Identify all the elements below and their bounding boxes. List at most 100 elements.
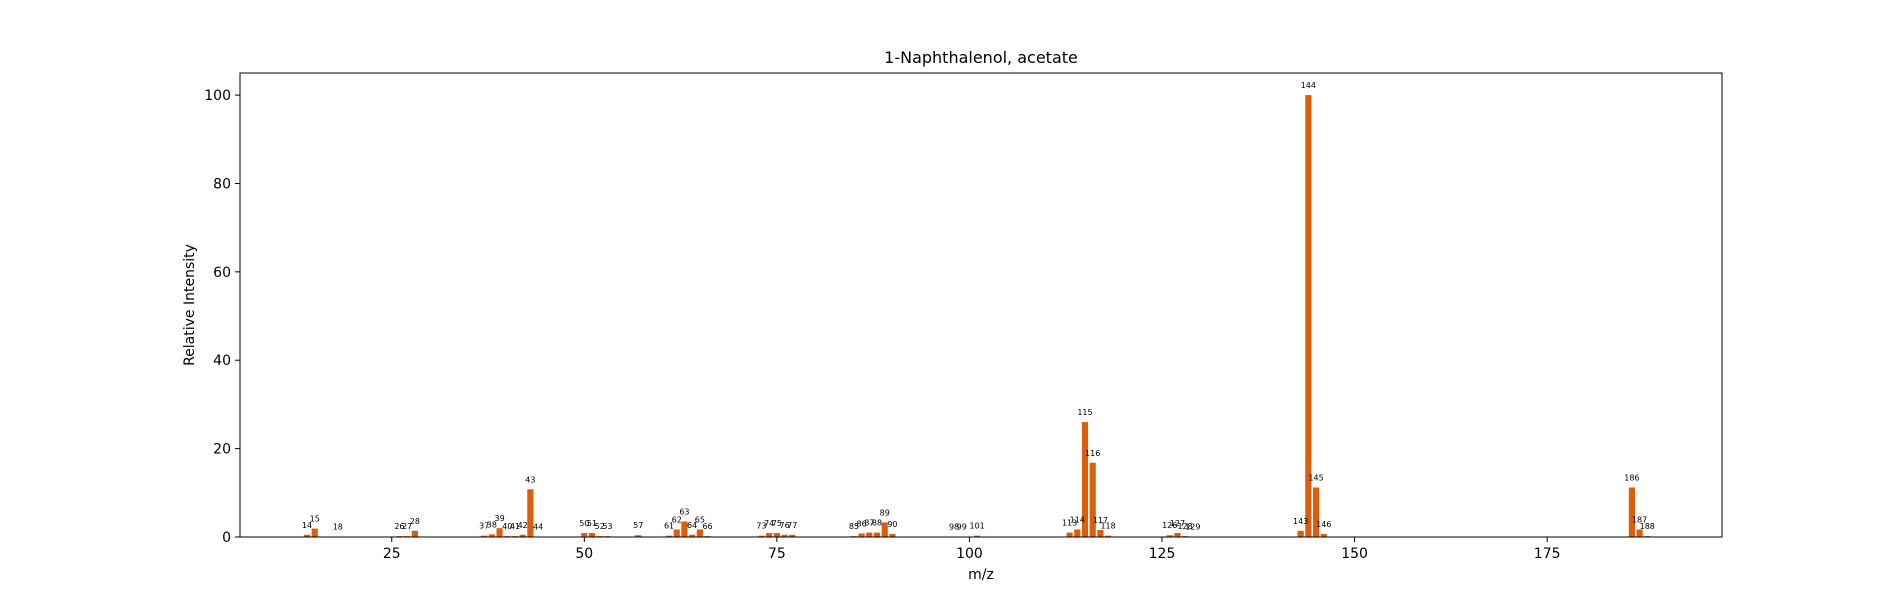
bar-mz-117	[1097, 529, 1104, 537]
data-label-mz-73: 73	[756, 522, 766, 531]
bar-mz-64	[689, 534, 696, 537]
data-label-mz-41: 41	[510, 522, 520, 531]
data-label-mz-90: 90	[887, 520, 897, 529]
data-label-mz-75: 75	[772, 519, 782, 528]
bar-mz-39	[496, 528, 503, 537]
data-label-mz-37: 37	[479, 522, 489, 531]
bar-mz-86	[858, 533, 865, 537]
bar-mz-101	[974, 535, 981, 537]
bar-mz-87	[866, 532, 873, 537]
data-label-mz-129: 129	[1185, 523, 1200, 532]
y-tick-label: 80	[213, 176, 231, 192]
x-tick-label: 50	[575, 546, 593, 562]
data-label-mz-40: 40	[502, 522, 512, 531]
data-label-mz-126: 126	[1162, 521, 1177, 530]
data-label-mz-52: 52	[595, 522, 605, 531]
data-label-mz-50: 50	[579, 519, 589, 528]
bar-mz-28	[411, 530, 418, 537]
data-label-mz-74: 74	[764, 519, 774, 528]
bar-mz-57	[635, 535, 642, 537]
x-tick-label: 75	[768, 546, 786, 562]
data-label-mz-76: 76	[779, 521, 789, 530]
bar-mz-42	[519, 534, 526, 537]
data-label-mz-186: 186	[1624, 474, 1639, 483]
y-tick-label: 40	[213, 353, 231, 369]
bar-mz-14	[303, 534, 311, 537]
bar-mz-65	[696, 529, 703, 537]
bar-mz-88	[873, 532, 881, 537]
bar-mz-144	[1305, 95, 1312, 537]
bar-mz-50	[581, 533, 588, 537]
y-tick-label: 20	[213, 442, 231, 458]
data-label-mz-118: 118	[1100, 522, 1115, 531]
data-label-mz-188: 188	[1640, 522, 1655, 531]
x-tick-label: 125	[1149, 546, 1176, 562]
data-label-mz-62: 62	[672, 515, 682, 524]
bar-mz-118	[1104, 535, 1112, 537]
bar-mz-38	[488, 534, 495, 537]
data-label-mz-51: 51	[587, 519, 597, 528]
bar-mz-127	[1174, 533, 1181, 537]
data-label-mz-27: 27	[402, 522, 412, 531]
x-tick-label: 25	[383, 546, 401, 562]
bar-mz-146	[1320, 533, 1327, 537]
data-label-mz-86: 86	[857, 519, 867, 528]
data-label-mz-145: 145	[1308, 474, 1323, 483]
bar-mz-63	[681, 521, 688, 537]
data-label-mz-113: 113	[1062, 519, 1077, 528]
x-tick-label: 100	[956, 546, 983, 562]
bar-mz-89	[881, 522, 888, 537]
data-label-mz-87: 87	[864, 519, 874, 528]
bar-mz-145	[1312, 487, 1320, 537]
data-label-mz-116: 116	[1085, 449, 1100, 458]
bar-mz-43	[527, 489, 534, 537]
x-tick-label: 150	[1341, 546, 1368, 562]
data-label-mz-26: 26	[394, 522, 404, 531]
bar-mz-143	[1297, 530, 1304, 537]
data-label-mz-88: 88	[872, 519, 882, 528]
plot-frame	[239, 72, 1723, 538]
bar-mz-90	[889, 533, 896, 537]
data-label-mz-115: 115	[1077, 408, 1092, 417]
data-label-mz-65: 65	[695, 515, 705, 524]
data-label-mz-127: 127	[1170, 519, 1185, 528]
bar-mz-51	[588, 533, 596, 537]
data-label-mz-61: 61	[664, 522, 674, 531]
x-axis-ticks: 25 50 75 100 125 150 175	[383, 537, 1561, 562]
bar-mz-115	[1081, 422, 1089, 537]
y-axis-ticks: 0 20 40 60 80 100	[204, 88, 240, 546]
data-label-mz-114: 114	[1070, 515, 1085, 524]
data-label-mz-99: 99	[957, 523, 967, 532]
bar-mz-113	[1066, 532, 1073, 537]
data-label-mz-44: 44	[533, 523, 543, 532]
bar-mz-77	[789, 534, 796, 537]
bar-mz-116	[1089, 462, 1096, 537]
data-label-mz-98: 98	[949, 523, 959, 532]
data-label-mz-89: 89	[880, 508, 890, 517]
data-label-mz-144: 144	[1301, 81, 1316, 90]
x-axis-label: m/z	[968, 567, 994, 583]
data-label-mz-42: 42	[518, 521, 528, 530]
bar-mz-76	[781, 534, 788, 537]
data-label-mz-53: 53	[602, 522, 612, 531]
bar-mz-62	[673, 529, 680, 537]
bars-layer	[303, 95, 1651, 538]
y-tick-label: 100	[204, 88, 231, 104]
chart-title: 1-Naphthalenol, acetate	[884, 48, 1078, 67]
data-label-mz-15: 15	[310, 515, 320, 524]
data-label-mz-128: 128	[1177, 522, 1192, 531]
bar-mz-37	[481, 535, 488, 537]
data-label-mz-63: 63	[679, 508, 689, 517]
data-label-mz-187: 187	[1632, 515, 1647, 524]
x-tick-label: 175	[1534, 546, 1561, 562]
data-label-mz-57: 57	[633, 521, 643, 530]
bar-mz-187	[1636, 529, 1643, 537]
bar-mz-75	[773, 533, 780, 537]
data-label-mz-117: 117	[1093, 516, 1108, 525]
data-label-mz-43: 43	[525, 475, 535, 484]
data-label-mz-38: 38	[487, 520, 497, 529]
bar-mz-186	[1628, 487, 1635, 537]
